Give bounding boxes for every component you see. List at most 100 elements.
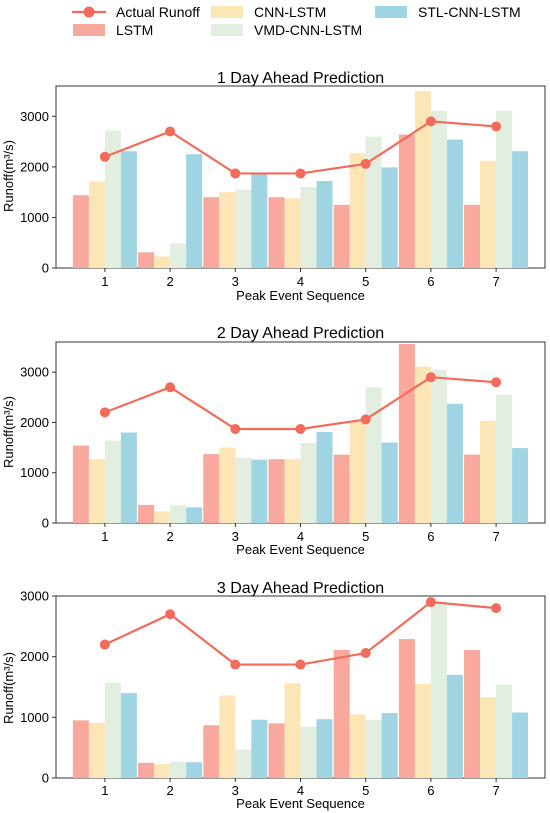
panel2-bar-stl-cnn-lstm [381,442,398,523]
panel3-bar-lstm [268,723,285,778]
panel2-bar-cnn-lstm [284,459,301,523]
panel1-x-tick-label: 4 [297,274,304,289]
panel2-x-tick-label: 4 [297,529,304,544]
panel3-bar-vmd-cnn-lstm [235,749,252,778]
panel2-bar-lstm [268,459,285,523]
panel2-bar-cnn-lstm [480,420,497,523]
panel1-bar-cnn-lstm [414,91,431,268]
panel2-bar-cnn-lstm [154,511,171,523]
legend-label-lstm: LSTM [116,22,153,38]
panel2-bar-stl-cnn-lstm [446,403,463,523]
panel1-y-tick-label: 3000 [20,109,49,124]
panel1-bar-lstm [398,134,415,268]
panel3-bar-vmd-cnn-lstm [104,682,121,778]
panel1-y-tick-label: 1000 [20,210,49,225]
panel3-point-actual-runoff [165,609,176,620]
panel1-bar-lstm [138,252,155,268]
panel1-x-tick-label: 2 [166,274,173,289]
panel3-bar-lstm [72,720,89,778]
legend-label-cnn-lstm: CNN-LSTM [254,4,326,20]
panel1-bar-stl-cnn-lstm [381,167,398,268]
panel2-bar-stl-cnn-lstm [251,459,268,523]
panel1-point-actual-runoff [491,121,502,132]
panel2-bar-stl-cnn-lstm [512,448,529,523]
panel2-bar-vmd-cnn-lstm [496,394,513,523]
panel2-bar-stl-cnn-lstm [316,431,333,523]
panel1-title: 1 Day Ahead Prediction [217,70,384,87]
legend-label-actual-runoff: Actual Runoff [116,4,200,20]
panel2-bar-cnn-lstm [88,459,105,523]
panel1-point-actual-runoff [99,151,110,162]
panel2-bar-cnn-lstm [219,447,236,523]
panel2-x-tick-label: 6 [427,529,434,544]
panel3-point-actual-runoff [425,597,436,608]
panel1-bar-stl-cnn-lstm [446,139,463,268]
panel1-point-actual-runoff [165,126,176,137]
panel1-bar-lstm [203,197,220,268]
panel3-bar-lstm [138,762,155,778]
legend-label-stl-cnn-lstm: STL-CNN-LSTM [418,4,521,20]
panel3-y-tick-label: 2000 [20,649,49,664]
panel3-bar-vmd-cnn-lstm [496,684,513,778]
panel1-bar-stl-cnn-lstm [120,151,137,268]
panel1-bar-vmd-cnn-lstm [496,110,513,269]
panel3-bar-vmd-cnn-lstm [300,726,317,778]
panel3-bar-lstm [464,649,481,778]
panel3-point-actual-runoff [360,648,371,659]
panel1-bar-vmd-cnn-lstm [430,110,447,269]
panel2-bar-lstm [203,454,220,523]
panel2-x-tick-label: 1 [101,529,108,544]
panel3-bar-stl-cnn-lstm [316,719,333,778]
panel3-bar-stl-cnn-lstm [251,719,268,778]
panel3-x-tick-label: 3 [232,783,239,798]
panel2-point-actual-runoff [99,407,110,418]
panel1-bar-lstm [268,197,285,268]
panel2-y-axis-label: Runoff(m³/s) [1,396,16,468]
panel1-bar-cnn-lstm [349,153,366,268]
panel1-x-tick-label: 6 [427,274,434,289]
panel3-title: 3 Day Ahead Prediction [217,580,384,597]
panel1-point-actual-runoff [425,116,436,127]
panel1-bar-vmd-cnn-lstm [365,136,382,268]
legend-swatch-vmd-cnn-lstm [211,24,243,36]
panel1-x-tick-label: 5 [362,274,369,289]
panel3-x-tick-label: 2 [166,783,173,798]
panel1-y-axis-label: Runoff(m³/s) [1,140,16,212]
panel1-point-actual-runoff [360,158,371,169]
panel1-bar-vmd-cnn-lstm [300,187,317,268]
panel3-y-axis-label: Runoff(m³/s) [1,652,16,724]
panel3-bar-stl-cnn-lstm [446,674,463,778]
panel3-y-tick-label: 0 [42,771,49,786]
panel1-bar-stl-cnn-lstm [186,154,203,268]
panel2-point-actual-runoff [360,414,371,425]
panel2-bar-lstm [464,454,481,523]
panel1-point-actual-runoff [295,168,306,179]
panel2-title: 2 Day Ahead Prediction [217,325,384,342]
panel3-point-actual-runoff [491,603,502,614]
panel1-bar-cnn-lstm [88,181,105,268]
panel2-y-tick-label: 2000 [20,415,49,430]
panel1-y-tick-label: 0 [42,261,49,276]
panel3-bar-lstm [203,725,220,778]
panel3-x-tick-label: 5 [362,783,369,798]
panel3-bar-stl-cnn-lstm [512,712,529,778]
panel1-bar-lstm [72,195,89,268]
panel3-point-actual-runoff [230,659,241,670]
panel1-x-axis-label: Peak Event Sequence [236,288,365,303]
panel2-point-actual-runoff [491,377,502,388]
panel3-bar-stl-cnn-lstm [186,762,203,778]
panel3-point-actual-runoff [295,659,306,670]
panel2-bar-vmd-cnn-lstm [235,457,252,523]
panel1-y-tick-label: 2000 [20,159,49,174]
panel1-bar-vmd-cnn-lstm [170,243,187,268]
panel2-bar-vmd-cnn-lstm [365,387,382,523]
panel1-bar-stl-cnn-lstm [316,181,333,268]
panel3-bar-lstm [398,639,415,778]
panel2-bar-vmd-cnn-lstm [170,504,187,523]
panel2-bar-vmd-cnn-lstm [300,443,317,523]
panel3-x-tick-label: 1 [101,783,108,798]
panel3-bar-stl-cnn-lstm [381,713,398,778]
panel3-bar-cnn-lstm [349,714,366,778]
panel2-bar-lstm [398,344,415,523]
